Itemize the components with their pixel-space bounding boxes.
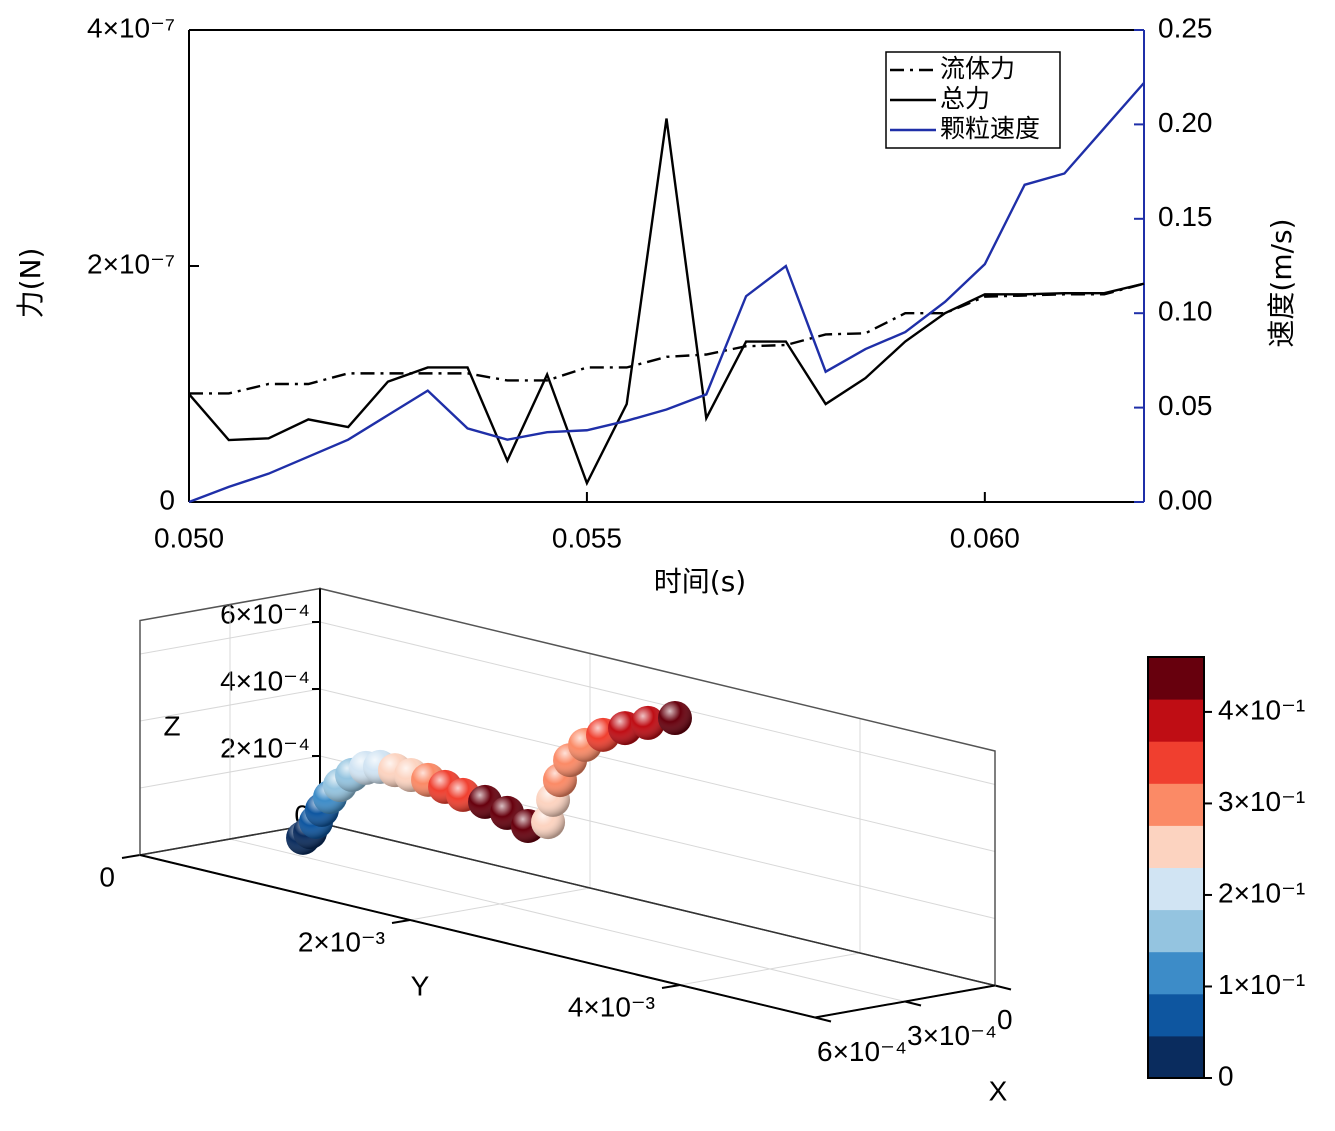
series-line bbox=[188, 118, 1145, 487]
x-tick bbox=[994, 984, 1012, 991]
legend-label: 颗粒速度 bbox=[940, 114, 1040, 143]
x-axis-line bbox=[814, 984, 996, 1019]
particle-shine bbox=[657, 700, 692, 735]
colorbar-band bbox=[1148, 741, 1204, 784]
colorbar-band bbox=[1148, 783, 1204, 826]
y2-tick-label: 0.15 bbox=[1158, 201, 1213, 232]
x-tick-label: 0.055 bbox=[552, 522, 622, 553]
y-tick-label: 4×10⁻⁷ bbox=[87, 12, 175, 43]
colorbar-band bbox=[1148, 825, 1204, 868]
series-line bbox=[188, 82, 1145, 504]
y2-tick-label: 0.25 bbox=[1158, 12, 1213, 43]
grid-line bbox=[229, 838, 906, 1002]
y-tick bbox=[121, 854, 141, 859]
scatter3d-chart: Z Y X 02×10⁻⁴4×10⁻⁴6×10⁻⁴02×10⁻³4×10⁻³03… bbox=[99, 587, 1305, 1106]
z-tick-label: 4×10⁻⁴ bbox=[220, 665, 310, 696]
colorbar-band bbox=[1148, 699, 1204, 742]
x-axis-title: 时间(s) bbox=[654, 565, 746, 598]
colorbar-band bbox=[1148, 867, 1204, 911]
grid-line bbox=[319, 621, 996, 785]
y2-axis-title: 速度(m/s) bbox=[1265, 218, 1298, 347]
colorbar-tick-label: 3×10⁻¹ bbox=[1218, 786, 1305, 817]
colorbar-band bbox=[1148, 909, 1204, 953]
y-tick-label: 0 bbox=[99, 861, 115, 892]
x-axis-title: X bbox=[989, 1075, 1008, 1106]
colorbar-tick-label: 4×10⁻¹ bbox=[1218, 694, 1305, 725]
y-tick bbox=[661, 984, 681, 989]
y2-tick-label: 0.10 bbox=[1158, 296, 1213, 327]
colorbar-band bbox=[1148, 951, 1204, 995]
y-axis-title: 力(N) bbox=[14, 248, 47, 319]
x-tick-label: 0.050 bbox=[154, 522, 224, 553]
z-tick-label: 6×10⁻⁴ bbox=[220, 598, 310, 629]
y-tick-label: 4×10⁻³ bbox=[568, 991, 655, 1022]
y2-tick-label: 0.20 bbox=[1158, 107, 1213, 138]
particle-shine bbox=[630, 705, 665, 740]
colorbar-band bbox=[1148, 1035, 1204, 1079]
colorbar-tick-label: 1×10⁻¹ bbox=[1218, 969, 1305, 1000]
z-axis-title: Z bbox=[163, 710, 180, 741]
legend-label: 流体力 bbox=[940, 54, 1015, 83]
legend-label: 总力 bbox=[940, 84, 990, 113]
colorbar-band bbox=[1148, 657, 1204, 700]
colorbar-tick-label: 0 bbox=[1218, 1060, 1234, 1091]
y-tick-label: 2×10⁻⁷ bbox=[87, 248, 175, 279]
colorbar-tick-label: 2×10⁻¹ bbox=[1218, 877, 1305, 908]
x-tick-label: 0 bbox=[997, 1004, 1013, 1035]
x-tick-label: 6×10⁻⁴ bbox=[817, 1036, 907, 1067]
grid-line bbox=[319, 688, 996, 852]
x-tick-label: 0.060 bbox=[950, 522, 1020, 553]
y2-tick-label: 0.05 bbox=[1158, 390, 1213, 421]
y-tick-label: 0 bbox=[159, 484, 175, 515]
y-axis-line bbox=[139, 854, 816, 1019]
series-line bbox=[189, 282, 1145, 395]
line-chart: 时间(s) 力(N) 速度(m/s) 0 2×10⁻⁷ 4×10⁻⁷ 0.00 0.05… bbox=[14, 12, 1298, 598]
y-axis-title: Y bbox=[411, 970, 430, 1001]
y-tick bbox=[391, 919, 411, 924]
x-tick bbox=[814, 1016, 832, 1023]
x-tick bbox=[904, 1000, 922, 1007]
x-tick-label: 3×10⁻⁴ bbox=[907, 1020, 997, 1051]
y-tick-label: 2×10⁻³ bbox=[298, 926, 385, 957]
y2-tick-label: 0.00 bbox=[1158, 484, 1213, 515]
colorbar-frame bbox=[1147, 656, 1205, 1079]
colorbar-band bbox=[1148, 993, 1204, 1037]
z-tick-label: 2×10⁻⁴ bbox=[220, 732, 310, 763]
